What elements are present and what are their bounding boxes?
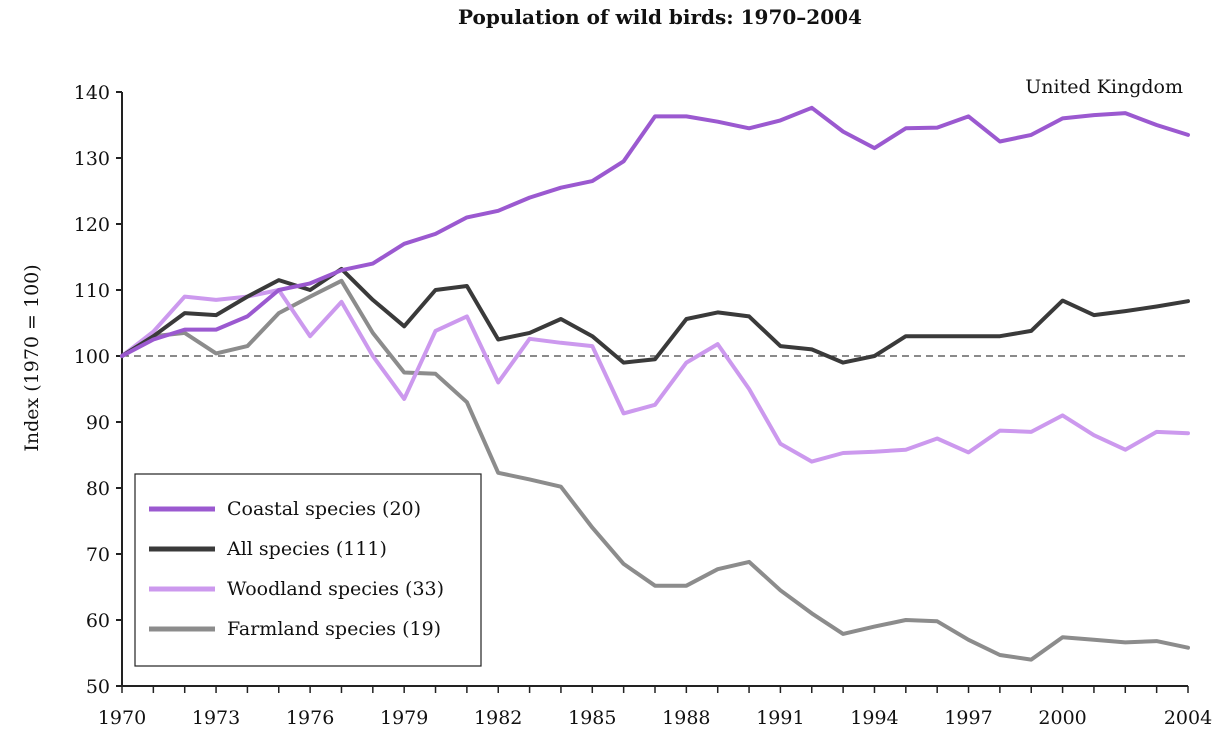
x-tick-label: 1988 [662, 707, 710, 729]
y-tick-label: 80 [86, 478, 110, 500]
x-tick-label: 1991 [756, 707, 804, 729]
x-tick-label: 2004 [1164, 707, 1212, 729]
series-line [120, 105, 1190, 358]
x-tick-label: 1985 [568, 707, 616, 729]
legend-label: Coastal species (20) [227, 498, 421, 520]
legend-label: All species (111) [226, 538, 387, 560]
x-tick-label: 1994 [850, 707, 898, 729]
y-tick-label: 70 [86, 544, 110, 566]
y-tick-label: 130 [74, 148, 110, 170]
x-tick-label: 2000 [1038, 707, 1086, 729]
series-line [120, 266, 1190, 365]
x-tick-label: 1982 [474, 707, 522, 729]
x-tick-label: 1973 [192, 707, 240, 729]
y-tick-label: 100 [74, 346, 110, 368]
legend-label: Woodland species (33) [227, 578, 444, 600]
y-tick-label: 90 [86, 412, 110, 434]
x-tick-label: 1970 [98, 707, 146, 729]
chart-title: Population of wild birds: 1970–2004 [458, 5, 862, 29]
series-line [120, 288, 1190, 464]
region-annotation: United Kingdom [1025, 76, 1183, 98]
x-tick-label: 1976 [286, 707, 334, 729]
x-tick-label: 1979 [380, 707, 428, 729]
legend: Coastal species (20) All species (111) Woo… [134, 473, 482, 667]
x-tick-label: 1997 [944, 707, 992, 729]
axes: 50 60 70 80 90 100 110 120 130 140 1970 1973 1976 197… [74, 82, 1212, 729]
y-tick-label: 140 [74, 82, 110, 104]
y-tick-label: 50 [86, 676, 110, 698]
legend-box [134, 473, 482, 667]
y-axis-title: Index (1970 = 100) [21, 264, 43, 451]
series-lines [120, 105, 1190, 662]
series-line [120, 278, 1190, 662]
y-tick-label: 60 [86, 610, 110, 632]
legend-label: Farmland species (19) [227, 618, 441, 640]
y-tick-label: 110 [74, 280, 110, 302]
y-tick-label: 120 [74, 214, 110, 236]
